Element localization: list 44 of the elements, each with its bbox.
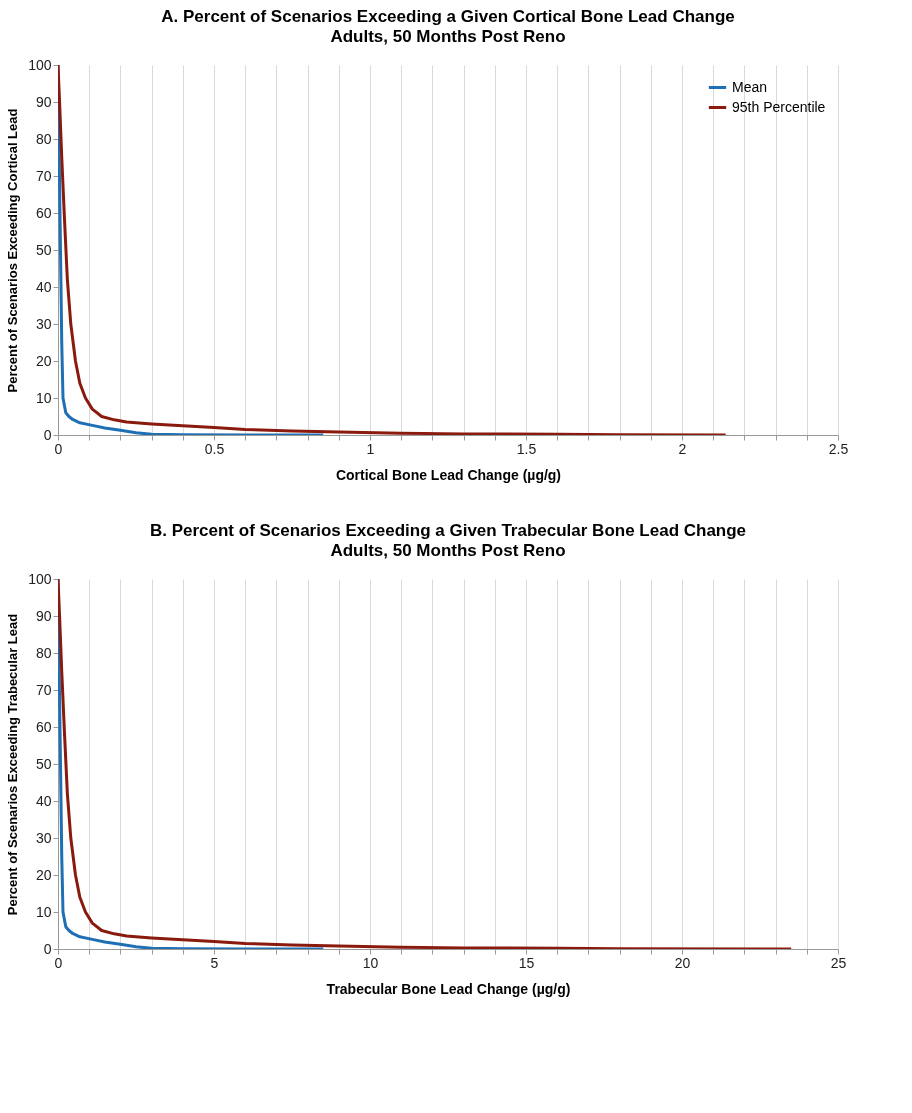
y-tick-label: 90 bbox=[35, 607, 52, 624]
y-tick-label: 70 bbox=[35, 681, 52, 698]
y-tick-label: 20 bbox=[35, 352, 52, 369]
y-tick-label: 30 bbox=[35, 315, 52, 332]
y-tick-label: 80 bbox=[35, 644, 52, 661]
x-tick-label: 1 bbox=[366, 440, 375, 457]
y-tick-label: 40 bbox=[35, 278, 52, 295]
y-tick-label: 30 bbox=[35, 829, 52, 846]
x-tick-label: 20 bbox=[674, 954, 691, 971]
x-axis-title: Cortical Bone Lead Change (µg/g) bbox=[335, 466, 562, 483]
x-tick-label: 10 bbox=[362, 954, 379, 971]
y-tick-label: 50 bbox=[35, 241, 52, 258]
y-tick-label: 100 bbox=[28, 56, 52, 73]
y-tick-label: 100 bbox=[28, 570, 52, 587]
x-tick-label: 0 bbox=[54, 954, 63, 971]
x-tick-label: 1.5 bbox=[516, 440, 537, 457]
x-tick-label: 25 bbox=[830, 954, 847, 971]
chart-title: A. Percent of Scenarios Exceeding a Given Cortical Bone Lead Change bbox=[161, 7, 735, 26]
y-axis-title: Percent of Scenarios Exceeding Trabecular Lead bbox=[5, 613, 21, 916]
y-tick-label: 0 bbox=[43, 426, 52, 443]
y-tick-label: 70 bbox=[35, 167, 52, 184]
legend-label: 95th Percentile bbox=[732, 98, 826, 115]
y-tick-label: 50 bbox=[35, 755, 52, 772]
y-tick-label: 80 bbox=[35, 130, 52, 147]
y-tick-label: 0 bbox=[43, 940, 52, 957]
x-tick-label: 15 bbox=[518, 954, 535, 971]
chart-title: B. Percent of Scenarios Exceeding a Given Trabecular Bone Lead Change bbox=[149, 521, 747, 540]
y-tick-label: 60 bbox=[35, 204, 52, 221]
y-axis-title: Percent of Scenarios Exceeding Cortical Lead bbox=[5, 108, 21, 393]
x-tick-label: 5 bbox=[210, 954, 219, 971]
y-tick-label: 60 bbox=[35, 718, 52, 735]
y-tick-label: 10 bbox=[35, 903, 52, 920]
chart-subtitle: Adults, 50 Months Post Reno bbox=[330, 27, 566, 46]
legend-label: Mean bbox=[732, 78, 768, 95]
y-tick-label: 20 bbox=[35, 866, 52, 883]
y-tick-label: 90 bbox=[35, 93, 52, 110]
x-tick-label: 2.5 bbox=[828, 440, 849, 457]
y-tick-label: 40 bbox=[35, 792, 52, 809]
x-tick-label: 2 bbox=[678, 440, 687, 457]
x-tick-label: 0 bbox=[54, 440, 63, 457]
chart-subtitle: Adults, 50 Months Post Reno bbox=[330, 541, 566, 560]
y-tick-label: 10 bbox=[35, 389, 52, 406]
x-axis-title: Trabecular Bone Lead Change (µg/g) bbox=[326, 980, 571, 997]
x-tick-label: 0.5 bbox=[204, 440, 225, 457]
